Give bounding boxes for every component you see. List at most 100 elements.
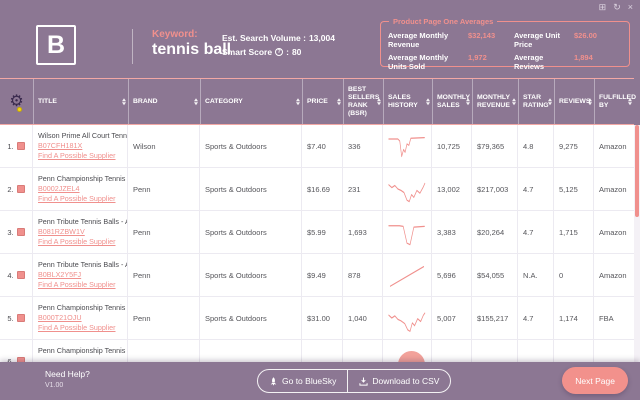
next-page-button[interactable]: Next Page [562, 367, 628, 394]
table-row: 2. Penn Championship Tennis Ba.. B0002JZ… [0, 168, 634, 211]
star-rating-cell: N.A. [518, 254, 554, 296]
row-number: 4. [7, 270, 14, 280]
page-one-averages-panel: Product Page One Averages Average Monthl… [380, 17, 630, 71]
table-row: 5. Penn Championship Tennis Ba.. B000T21… [0, 297, 634, 340]
row-number: 1. [7, 141, 14, 151]
download-csv-label: Download to CSV [372, 376, 440, 386]
column-header[interactable]: REVIEWS [554, 79, 594, 124]
reviews-cell: 1,715 [554, 211, 594, 253]
column-header[interactable]: TITLE [33, 79, 128, 124]
product-title: Penn Tribute Tennis Balls - All.. [38, 260, 128, 269]
sales-history-sparkline [383, 297, 432, 339]
reviews-cell: 0 [554, 254, 594, 296]
fulfilled-by-cell: Amazon [599, 184, 627, 194]
monthly-sales-cell [432, 340, 472, 362]
price-cell: $31.00 [302, 297, 343, 339]
row-checkbox[interactable] [16, 228, 25, 236]
app-logo-letter: B [46, 30, 66, 59]
version-label: V1.00 [45, 382, 64, 389]
monthly-revenue-cell: $217,003 [472, 168, 518, 210]
bsr-cell: 231 [343, 168, 383, 210]
column-settings-button[interactable]: ⚙ [0, 79, 33, 124]
row-checkbox[interactable] [16, 142, 25, 150]
need-help-link[interactable]: Need Help? [45, 369, 90, 379]
category-cell: Sports & Outdoors [200, 254, 302, 296]
row-number: 6. [7, 356, 14, 363]
row-checkbox[interactable] [16, 314, 25, 322]
asin-link[interactable]: B081RZBW1V [38, 227, 85, 236]
column-header[interactable]: BRAND [128, 79, 200, 124]
category-cell: Sports & Outdoors [200, 297, 302, 339]
sales-history-sparkline [383, 125, 432, 167]
question-icon[interactable]: ? [275, 48, 284, 56]
column-header[interactable]: FULFILLED BY [594, 79, 636, 124]
column-header[interactable]: STAR RATING [518, 79, 554, 124]
monthly-sales-cell: 3,383 [432, 211, 472, 253]
monthly-sales-cell: 13,002 [432, 168, 472, 210]
results-table-body: 1. Wilson Prime All Court Tennis.. B07CF… [0, 125, 634, 362]
asin-link[interactable]: B000T21OJU [38, 313, 82, 322]
find-supplier-link[interactable]: Find A Possible Supplier [38, 151, 116, 160]
find-supplier-link[interactable]: Find A Possible Supplier [38, 280, 116, 289]
find-supplier-link[interactable]: Find A Possible Supplier [38, 323, 116, 332]
column-header[interactable]: MONTHLY REVENUE [472, 79, 518, 124]
download-csv-button[interactable]: Download to CSV [347, 370, 450, 392]
table-scrollbar [634, 125, 640, 362]
table-header-row: ⚙ TITLE BRAND CATEGORY PRICE BEST SELLER… [0, 78, 636, 125]
avg-monthly-units-value: 1,972 [468, 53, 487, 62]
row-checkbox[interactable] [16, 185, 25, 193]
star-rating-cell: 4.8 [518, 125, 554, 167]
close-icon[interactable]: × [627, 2, 633, 12]
star-rating-cell: 4.7 [518, 168, 554, 210]
brand-cell: Wilson [128, 125, 200, 167]
gear-icon: ⚙ [9, 92, 24, 110]
row-checkbox[interactable] [16, 357, 25, 362]
column-header[interactable]: MONTHLY SALES [432, 79, 472, 124]
product-title: Penn Tribute Tennis Balls - All.. [38, 217, 128, 226]
table-row: 6. Penn Championship Tennis Ba.. [0, 340, 634, 362]
row-gutter: 4. [0, 254, 33, 296]
brand-cell: Penn [128, 211, 200, 253]
asin-link[interactable]: B07CFH181X [38, 141, 83, 150]
brand-cell: Penn [128, 254, 200, 296]
rocket-icon [270, 376, 277, 386]
avg-monthly-units-label: Average Monthly Units Sold [388, 53, 449, 71]
scrollbar-thumb[interactable] [635, 125, 639, 217]
column-header[interactable]: PRICE [302, 79, 343, 124]
brand-cell: Penn [128, 297, 200, 339]
refresh-icon[interactable]: ↻ [613, 2, 621, 12]
price-cell: $7.40 [302, 125, 343, 167]
sort-icon [548, 97, 552, 106]
averages-panel-title: Product Page One Averages [389, 17, 498, 26]
product-title: Wilson Prime All Court Tennis.. [38, 131, 128, 140]
avg-reviews-label: Average Reviews [514, 53, 545, 71]
asin-link[interactable]: B0002JZEL4 [38, 184, 80, 193]
sort-icon [426, 97, 430, 106]
sales-history-sparkline [383, 211, 432, 253]
reviews-cell: 5,125 [554, 168, 594, 210]
sort-icon [512, 97, 516, 106]
avg-monthly-revenue-value: $32,143 [468, 31, 496, 40]
bsr-cell: 878 [343, 254, 383, 296]
row-checkbox[interactable] [16, 271, 25, 279]
find-supplier-link[interactable]: Find A Possible Supplier [38, 194, 116, 203]
column-header[interactable]: SALES HISTORY [383, 79, 432, 124]
find-supplier-link[interactable]: Find A Possible Supplier [38, 237, 116, 246]
sort-icon [122, 97, 126, 106]
restore-icon[interactable]: ⊞ [598, 2, 607, 12]
sales-history-sparkline [383, 168, 432, 210]
column-header[interactable]: BEST SELLERS RANK (BSR) [343, 79, 383, 124]
next-page-label: Next Page [575, 375, 615, 386]
column-header[interactable]: CATEGORY [200, 79, 302, 124]
fulfilled-by-cell: Amazon [599, 227, 627, 237]
keyword-stats: Est. Search Volume : 13,004 Smart Score … [222, 33, 335, 61]
asin-link[interactable]: B0BLX2Y5FJ [38, 270, 82, 279]
category-cell: Sports & Outdoors [200, 168, 302, 210]
monthly-sales-cell: 5,007 [432, 297, 472, 339]
row-gutter: 3. [0, 211, 33, 253]
price-cell: $16.69 [302, 168, 343, 210]
go-to-bluesky-button[interactable]: Go to BlueSky [258, 370, 347, 392]
smart-score-value: 80 [291, 47, 302, 57]
product-title: Penn Championship Tennis Ba.. [38, 303, 127, 312]
